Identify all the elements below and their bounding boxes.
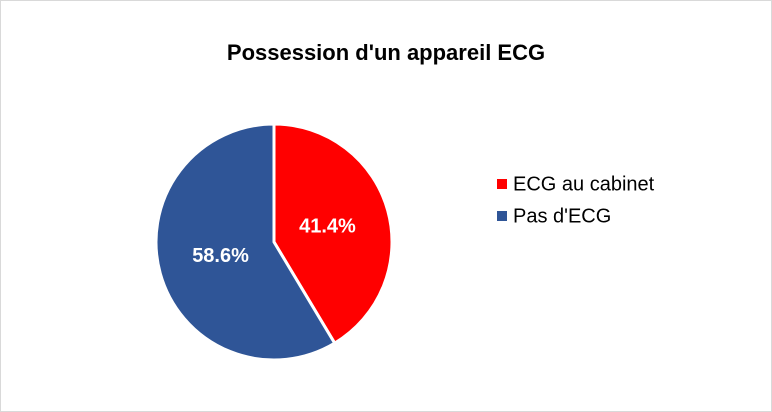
chart-title: Possession d'un appareil ECG (227, 40, 545, 65)
legend-swatch (497, 211, 507, 221)
legend-swatch (497, 179, 507, 189)
legend-label: ECG au cabinet (513, 173, 655, 195)
pie-slice (154, 122, 337, 362)
data-label: 58.6% (192, 245, 249, 267)
legend-label: Pas d'ECG (513, 205, 611, 227)
data-label: 41.4% (299, 215, 356, 237)
